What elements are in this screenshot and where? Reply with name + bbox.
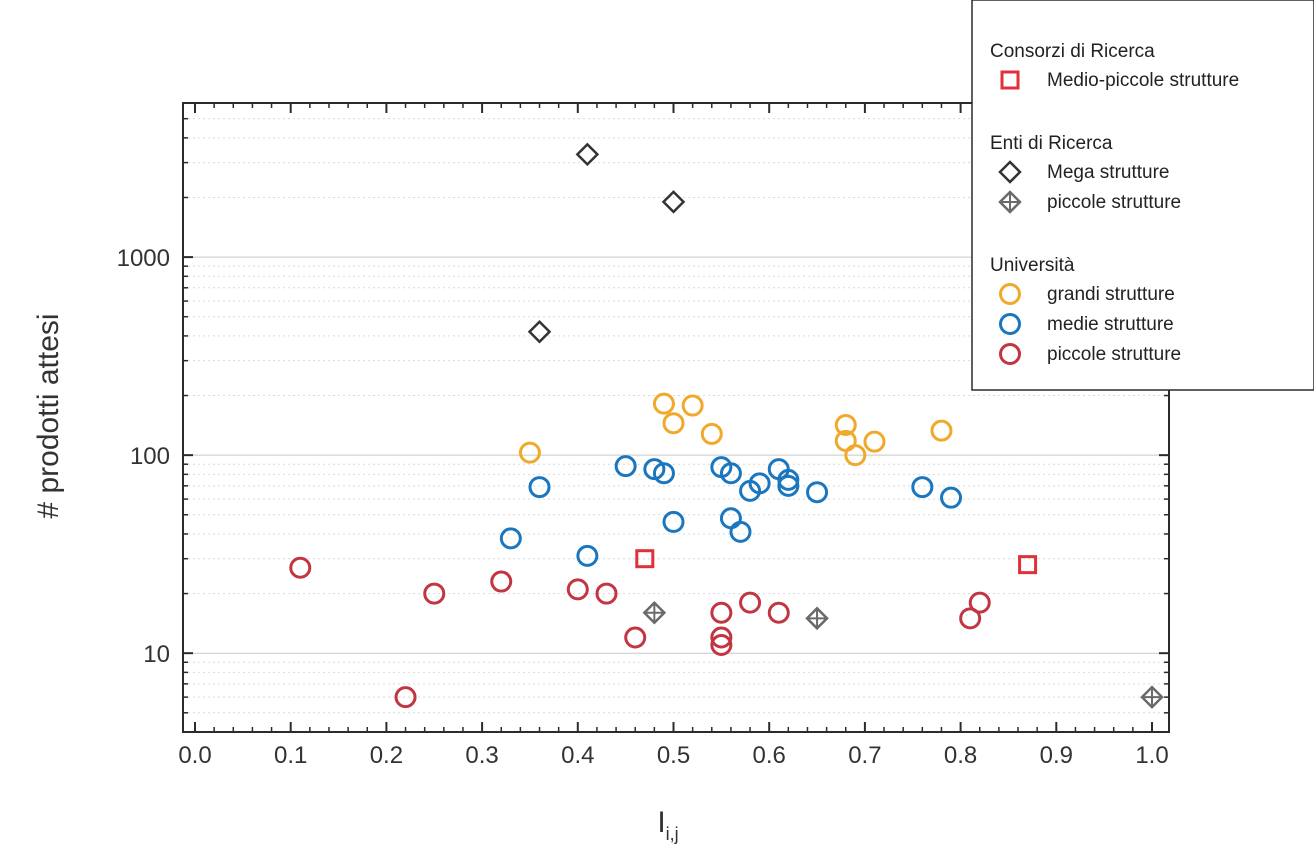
series-1-points <box>527 142 686 344</box>
data-point <box>635 549 655 569</box>
legend-marker <box>999 283 1021 305</box>
legend-entry-label: grandi strutture <box>1047 284 1175 305</box>
x-axis-label: Ii,j <box>657 806 678 844</box>
series-0-points <box>635 549 1038 575</box>
data-point <box>566 578 589 601</box>
data-point <box>527 319 552 344</box>
data-point <box>1018 555 1038 575</box>
legend-marker <box>1000 70 1020 90</box>
legend-entry-label: piccole strutture <box>1047 192 1181 213</box>
legend-box <box>971 0 1314 391</box>
data-point <box>748 472 771 495</box>
y-tick-label: 1000 <box>117 245 170 272</box>
data-point <box>652 392 675 415</box>
data-point <box>930 419 953 442</box>
legend-marker <box>998 190 1022 214</box>
data-point <box>1140 685 1164 709</box>
x-tick-label: 0.2 <box>370 742 403 769</box>
data-point <box>700 422 723 445</box>
legend-group-title: Enti di Ricerca <box>990 133 1113 154</box>
y-tick-label: 10 <box>143 641 170 668</box>
data-point <box>710 626 733 649</box>
legend-group-title: Consorzi di Ricerca <box>990 41 1155 62</box>
data-point <box>911 476 934 499</box>
x-tick-label: 0.0 <box>178 742 211 769</box>
data-point <box>490 570 513 593</box>
data-point <box>729 520 752 543</box>
data-point <box>863 430 886 453</box>
data-point <box>423 582 446 605</box>
x-axis-label-subscript: i,j <box>666 824 679 844</box>
data-point <box>518 441 541 464</box>
data-point <box>662 412 685 435</box>
legend-entry-label: medie strutture <box>1047 314 1174 335</box>
data-point <box>661 190 686 214</box>
data-point <box>767 601 790 624</box>
x-tick-labels: 0.0 0.1 0.2 0.3 0.4 0.5 0.6 0.7 0.8 0.9 1.0 <box>178 742 1168 769</box>
data-point <box>528 476 551 499</box>
x-tick-label: 0.9 <box>1040 742 1073 769</box>
data-point <box>719 462 742 485</box>
legend-entry-label: Medio-piccole strutture <box>1047 70 1239 91</box>
data-point <box>940 486 963 509</box>
data-point <box>681 394 704 417</box>
series-5-points <box>289 556 991 709</box>
legend-marker <box>999 313 1021 335</box>
legend-marker <box>999 343 1021 365</box>
data-point <box>642 600 667 625</box>
x-tick-label: 0.7 <box>848 742 881 769</box>
y-tick-labels: 10 100 1000 <box>117 245 170 668</box>
data-point <box>394 686 417 709</box>
data-point <box>710 601 733 624</box>
data-point <box>662 510 685 533</box>
x-tick-label: 0.8 <box>944 742 977 769</box>
data-point <box>806 481 829 504</box>
plot-area-frame <box>182 102 1170 733</box>
legend-entries: Consorzi di Ricerca Medio-piccole struttu… <box>990 41 1239 365</box>
data-point <box>710 633 733 656</box>
data-point <box>844 444 867 467</box>
data-point <box>959 607 982 630</box>
data-point <box>739 591 762 614</box>
data-point <box>499 527 522 550</box>
x-tick-label: 0.5 <box>657 742 690 769</box>
data-point <box>777 474 800 497</box>
x-tick-label: 1.0 <box>1135 742 1168 769</box>
y-axis-label: # prodotti attesi <box>32 313 65 518</box>
data-point <box>834 413 857 436</box>
x-tick-label: 0.6 <box>753 742 786 769</box>
data-point <box>614 455 637 478</box>
data-point <box>595 582 618 605</box>
series-4-points <box>499 455 963 567</box>
y-tick-label: 100 <box>130 443 170 470</box>
legend-entry-label: piccole strutture <box>1047 344 1181 365</box>
series-2-points <box>642 600 1164 709</box>
data-points <box>289 142 1164 709</box>
x-axis-label-main: I <box>657 806 665 839</box>
data-point <box>576 544 599 567</box>
data-point <box>777 468 800 491</box>
data-point <box>968 591 991 614</box>
data-point <box>575 142 600 167</box>
data-point <box>624 626 647 649</box>
legend-entry-label: Mega strutture <box>1047 162 1170 183</box>
data-point <box>719 507 742 530</box>
legend: Consorzi di Ricerca Medio-piccole struttu… <box>971 0 1314 391</box>
x-tick-label: 0.4 <box>561 742 594 769</box>
data-point <box>289 556 312 579</box>
legend-group-title: Università <box>990 255 1075 276</box>
data-point <box>652 462 675 485</box>
series-3-points <box>518 392 953 467</box>
x-tick-label: 0.1 <box>274 742 307 769</box>
data-point <box>805 606 829 631</box>
legend-marker <box>998 160 1022 184</box>
x-tick-label: 0.3 <box>465 742 498 769</box>
